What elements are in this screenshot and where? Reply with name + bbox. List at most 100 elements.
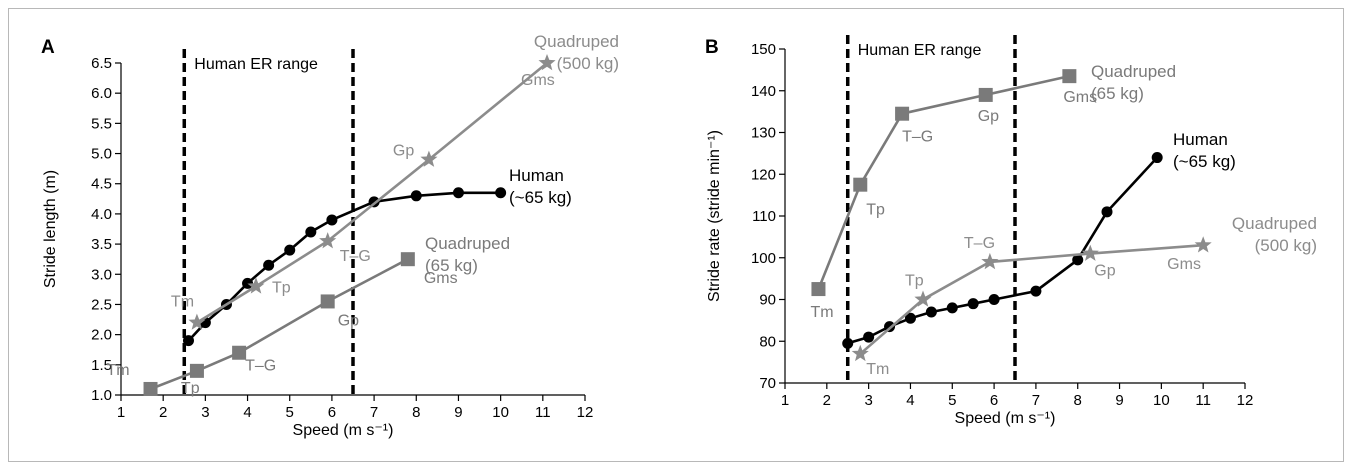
y-tick-label: 90 (759, 292, 776, 309)
data-point (1062, 69, 1077, 84)
y-axis-title: Stride length (m) (42, 170, 59, 288)
y-tick-label: 140 (751, 83, 776, 100)
point-label: Gms (1063, 89, 1097, 106)
y-tick-label: 3.0 (91, 266, 112, 283)
data-point (326, 214, 338, 226)
data-point (284, 244, 296, 256)
point-label: Tp (272, 279, 291, 296)
figure-frame: A B 1 2 3 4 5 6 7 8 9 10 11 12 1.0 1.5 2.0 2.5 3.0 3.5 4.0… (8, 8, 1344, 462)
data-point (400, 252, 415, 267)
point-label: Gms (1167, 256, 1201, 273)
y-tick-label: 1.5 (91, 357, 112, 374)
x-tick-label: 4 (243, 404, 251, 421)
y-tick-label: 130 (751, 125, 776, 142)
x-tick-label: 3 (201, 404, 209, 421)
x-tick-label: 11 (535, 404, 551, 421)
x-tick-label: 12 (1237, 392, 1254, 409)
x-tick-label: 6 (328, 404, 336, 421)
x-tick-label: 9 (1115, 392, 1123, 409)
point-label: Gp (338, 312, 359, 329)
data-point (242, 277, 254, 289)
y-tick-label: 4.5 (91, 176, 112, 193)
series-label-line: (500 kg) (1255, 236, 1317, 255)
x-tick-label: 10 (492, 404, 509, 421)
data-point (452, 187, 464, 199)
data-point (189, 363, 204, 378)
chart-panel-b: 1 2 3 4 5 6 7 8 9 10 11 12708090100110120130140150S… (706, 35, 1317, 427)
data-point (495, 187, 507, 199)
data-point (863, 331, 875, 343)
data-point (904, 312, 916, 324)
data-point (410, 190, 422, 202)
x-tick-label: 8 (412, 404, 420, 421)
series-label-line: Quadruped (1232, 214, 1317, 233)
series-label: Human (~65 kg) (1173, 130, 1236, 171)
series-label-line: Quadruped (1091, 62, 1176, 81)
series-label: Quadruped (65 kg) (1091, 62, 1176, 103)
series-label-line: (~65 kg) (1173, 152, 1236, 171)
point-label: Tm (107, 362, 130, 379)
data-point (305, 226, 317, 238)
series-line (847, 156, 1159, 345)
x-tick-label: 7 (370, 404, 378, 421)
data-point (981, 252, 999, 270)
data-point (420, 150, 438, 167)
data-point (851, 344, 869, 362)
x-axis-title: Speed (m s⁻¹) (955, 410, 1056, 427)
point-label: T–G (340, 248, 371, 265)
x-tick-label: 2 (159, 404, 167, 421)
data-point (1101, 206, 1113, 218)
data-point (978, 87, 993, 102)
x-tick-label: 8 (1074, 392, 1082, 409)
data-point (988, 294, 1000, 305)
data-point (319, 232, 337, 249)
series-label: Quadruped (500 kg) (1232, 214, 1317, 255)
point-label: Tm (171, 294, 194, 311)
x-tick-label: 9 (454, 404, 462, 421)
x-tick-label: 2 (823, 392, 831, 409)
figure-svg: A B 1 2 3 4 5 6 7 8 9 10 11 121.01.52.02.53.03.54.0… (41, 32, 1317, 439)
data-point (895, 106, 910, 121)
y-axis-title: Stride rate (stride min⁻¹) (706, 130, 723, 302)
data-point (247, 277, 265, 294)
data-point (853, 177, 868, 192)
er-range-label: Human ER range (858, 42, 982, 59)
point-label: Tm (866, 361, 889, 378)
point-label: Gms (521, 72, 555, 89)
point-label: Gp (393, 143, 414, 160)
y-tick-label: 6.0 (91, 85, 112, 102)
x-tick-label: 5 (286, 404, 294, 421)
x-tick-label: 3 (864, 392, 872, 409)
series-label-line: (~65 kg) (509, 188, 572, 207)
data-point (925, 306, 937, 318)
y-tick-label: 5.5 (91, 115, 112, 132)
series-label: Quadruped (500 kg) (534, 32, 619, 73)
x-tick-label: 11 (1195, 392, 1211, 409)
series-label-line: (65 kg) (1091, 84, 1144, 103)
y-tick-label: 100 (751, 250, 776, 267)
series-label-line: (500 kg) (557, 54, 619, 73)
data-point (946, 302, 958, 314)
point-label: Gp (1094, 263, 1115, 280)
y-tick-label: 2.5 (91, 296, 112, 313)
y-tick-label: 4.0 (91, 206, 112, 223)
data-point (842, 337, 854, 349)
point-label: Tp (866, 202, 885, 219)
data-point (1072, 254, 1084, 266)
x-tick-label: 7 (1032, 392, 1040, 409)
point-label: Gms (424, 270, 458, 287)
x-tick-label: 5 (948, 392, 956, 409)
y-tick-label: 6.5 (91, 55, 112, 72)
data-point (967, 298, 979, 310)
point-label: Tp (905, 273, 924, 290)
series-label: Human (~65 kg) (509, 166, 572, 207)
data-point (182, 335, 194, 347)
y-tick-label: 110 (752, 208, 776, 225)
x-tick-label: 12 (577, 404, 594, 421)
data-point (1194, 236, 1212, 253)
point-label: Tm (810, 304, 833, 321)
panel-letter-a: A (41, 37, 55, 58)
y-tick-label: 150 (751, 41, 776, 58)
data-point (538, 54, 556, 71)
data-point (1030, 285, 1042, 297)
